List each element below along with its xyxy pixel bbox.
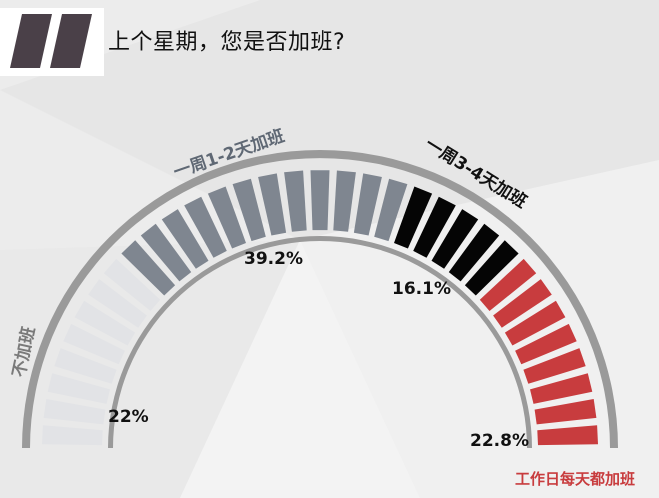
gauge-segment-none bbox=[43, 399, 106, 425]
survey-question: 上个星期，您是否加班? bbox=[108, 30, 346, 55]
gauge-segment-none bbox=[88, 279, 147, 328]
gauge-segment-one-two bbox=[284, 170, 307, 232]
gauge-segment-three-four bbox=[413, 196, 456, 258]
quote-icon bbox=[0, 8, 104, 76]
gauge-segment-daily bbox=[523, 348, 586, 384]
gauge-segment-one-two bbox=[333, 170, 356, 232]
gauge-segment-none bbox=[54, 348, 117, 384]
gauge-segment-daily bbox=[479, 258, 537, 311]
gauge-segment-three-four bbox=[394, 186, 433, 249]
gauge-segment-daily bbox=[537, 425, 598, 446]
gauge-segment-none bbox=[63, 323, 125, 365]
gauge-segment-one-two bbox=[374, 178, 408, 242]
gauge-segment-one-two bbox=[353, 173, 382, 236]
gauge-segment-three-four bbox=[448, 223, 500, 282]
value-label-daily: 22.8% bbox=[470, 431, 529, 451]
gauge-segment-none bbox=[103, 258, 161, 311]
value-label-one-two: 39.2% bbox=[244, 249, 303, 269]
gauge-segment-one-two bbox=[140, 223, 192, 282]
gauge-segment-one-two bbox=[207, 186, 246, 249]
gauge-segment-daily bbox=[504, 300, 566, 346]
gauge-segment-one-two bbox=[184, 196, 227, 258]
gauge-segment-one-two bbox=[310, 170, 330, 231]
value-label-none: 22% bbox=[108, 407, 149, 427]
gauge-segment-three-four bbox=[464, 240, 519, 296]
gauge-segment-one-two bbox=[121, 240, 176, 296]
gauge-segment-daily bbox=[530, 373, 593, 404]
gauge-segment-three-four bbox=[431, 209, 479, 269]
category-label-daily: 工作日每天都加班 bbox=[515, 470, 635, 488]
gauge-segment-one-two bbox=[232, 178, 266, 242]
gauge-segment-one-two bbox=[161, 209, 209, 269]
gauge-segment-none bbox=[47, 373, 110, 404]
gauge-segment-one-two bbox=[258, 173, 287, 236]
gauge-segment-none bbox=[74, 300, 136, 346]
gauge-segment-daily bbox=[534, 399, 597, 425]
gauge-segment-none bbox=[42, 425, 103, 446]
gauge-segment-daily bbox=[493, 279, 552, 328]
value-label-three-four: 16.1% bbox=[392, 279, 451, 299]
gauge-segment-daily bbox=[515, 323, 577, 365]
